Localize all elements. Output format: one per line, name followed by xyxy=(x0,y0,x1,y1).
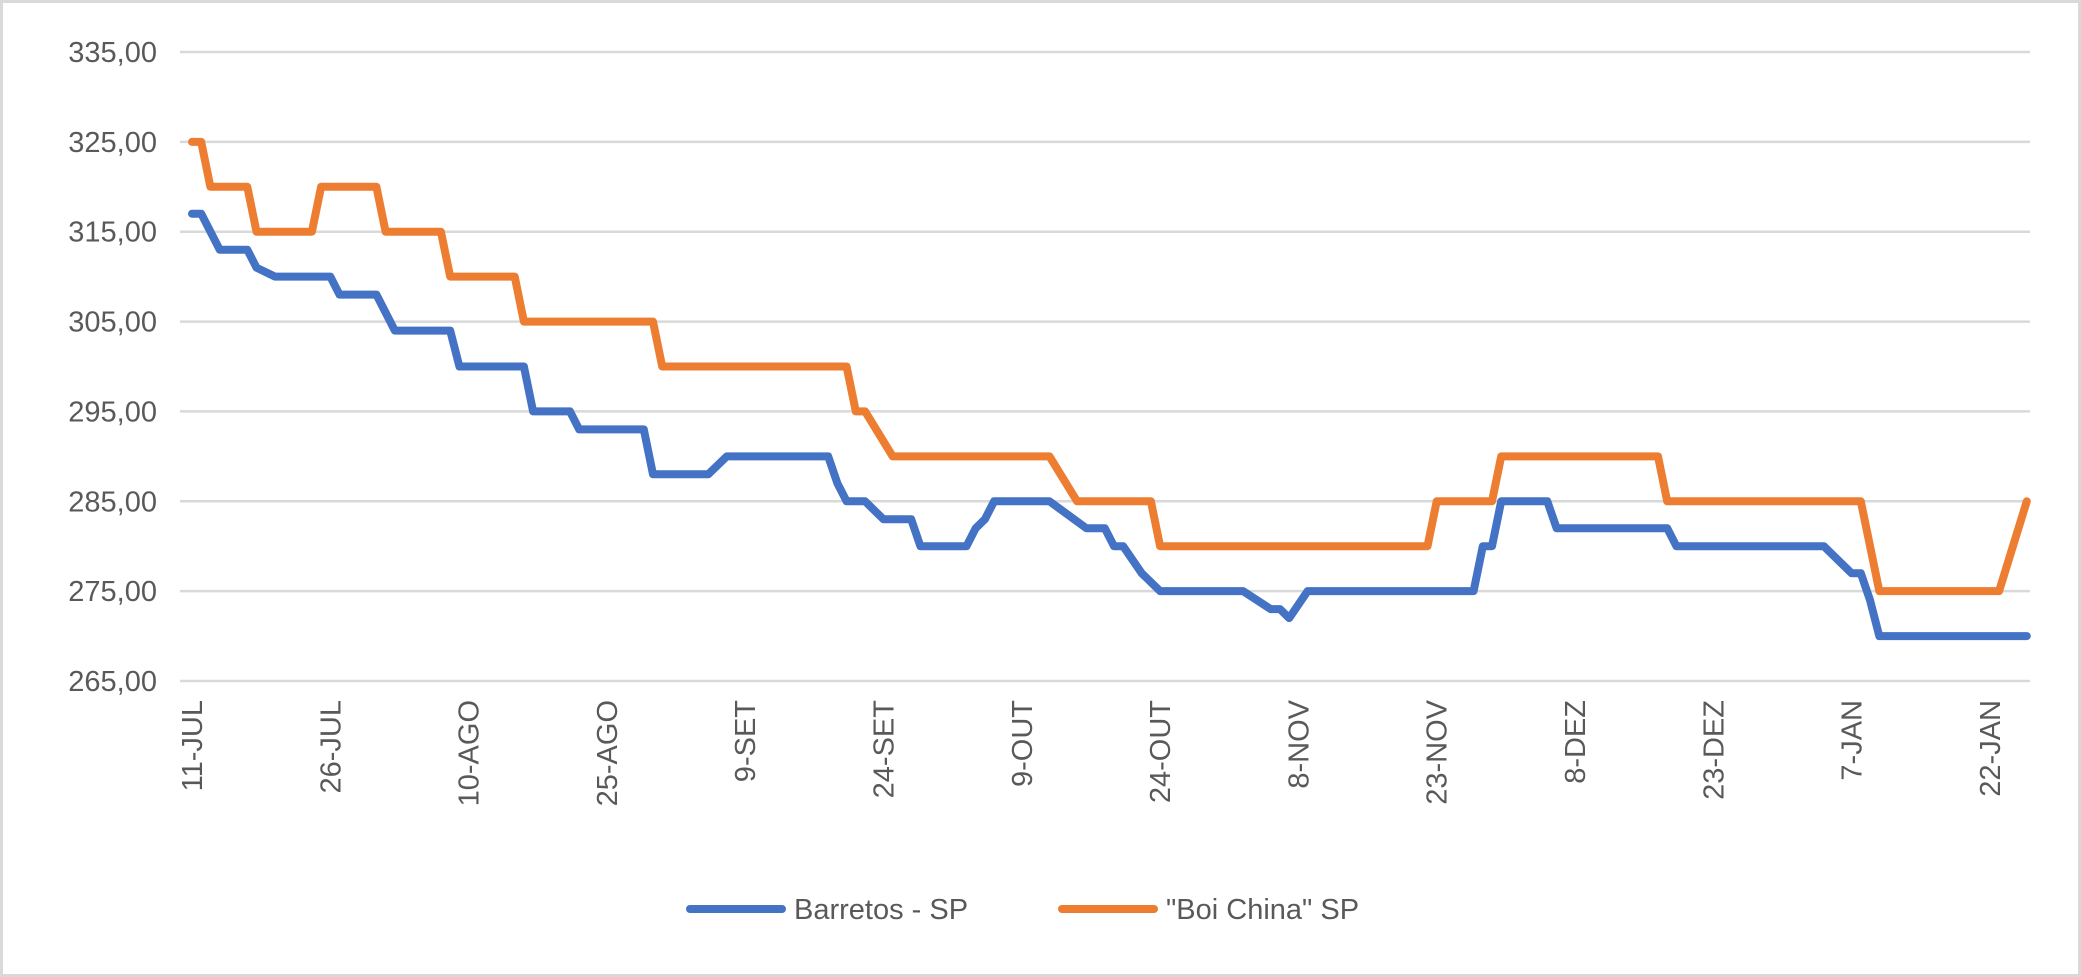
legend-item-1: "Boi China" SP xyxy=(1058,894,1359,926)
x-tick-label: 22-JAN xyxy=(1975,700,2007,797)
x-tick-label: 25-AGO xyxy=(592,700,624,806)
x-tick-label: 26-JUL xyxy=(315,700,347,794)
x-tick-label: 9-SET xyxy=(730,700,762,782)
series-line-0 xyxy=(188,209,2031,641)
x-tick-label: 24-SET xyxy=(869,700,901,799)
y-tick-label: 295,00 xyxy=(68,396,157,428)
x-tick-label: 9-OUT xyxy=(1007,700,1039,787)
legend-label: Barretos - SP xyxy=(794,894,968,926)
y-tick-label: 305,00 xyxy=(68,307,157,339)
x-tick-label: 11-JUL xyxy=(177,700,209,791)
legend-label: "Boi China" SP xyxy=(1166,894,1359,926)
series-line-1 xyxy=(188,137,2031,596)
y-axis: 265,00 275,00 285,00 295,00 305,00 315,00 325,… xyxy=(68,37,157,698)
x-tick-label: 24-OUT xyxy=(1145,700,1177,803)
y-tick-label: 265,00 xyxy=(68,666,157,698)
x-tick-label: 7-JAN xyxy=(1837,700,1869,781)
x-axis: 11-JUL 26-JUL 10-AGO 25-AGO 9-SET 24-SET 9-OUT… xyxy=(177,699,2007,806)
x-tick-label: 10-AGO xyxy=(454,700,486,806)
y-tick-label: 285,00 xyxy=(68,486,157,518)
y-tick-label: 335,00 xyxy=(68,37,157,69)
y-tick-label: 275,00 xyxy=(68,576,157,608)
x-tick-label: 23-NOV xyxy=(1422,699,1454,804)
plot-area xyxy=(188,137,2031,641)
legend-item-0: Barretos - SP xyxy=(686,894,968,926)
x-tick-label: 8-NOV xyxy=(1283,699,1315,788)
x-tick-label: 23-DEZ xyxy=(1698,700,1730,800)
y-tick-label: 325,00 xyxy=(68,127,157,159)
y-tick-label: 315,00 xyxy=(68,217,157,249)
x-tick-label: 8-DEZ xyxy=(1560,700,1592,784)
legend: Barretos - SP "Boi China" SP xyxy=(686,894,1359,926)
